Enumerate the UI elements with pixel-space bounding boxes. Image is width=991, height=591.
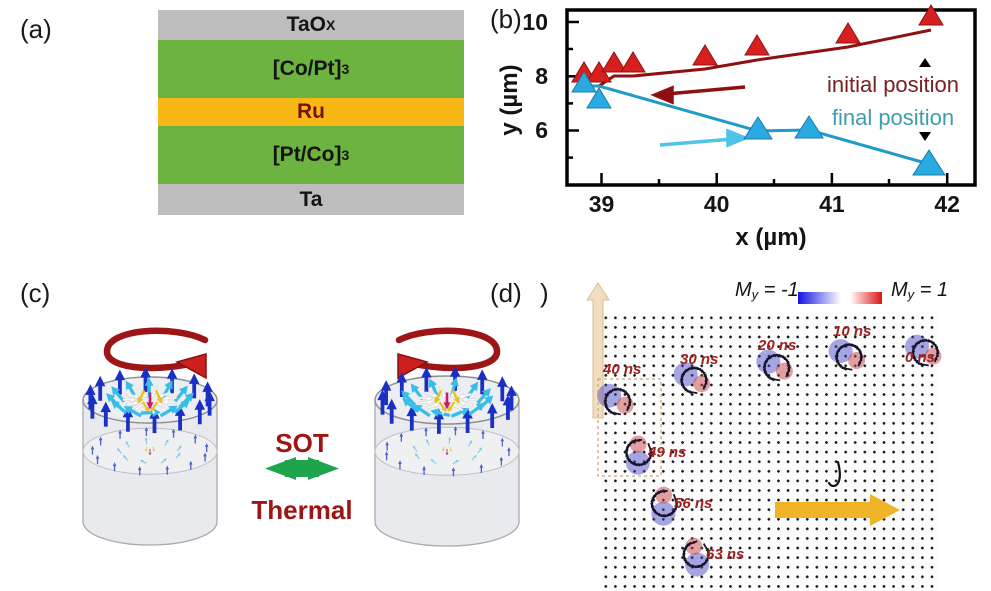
svg-text:My = 1: My = 1 [891,279,948,302]
svg-text:30 ns: 30 ns [680,351,718,368]
svg-text:10 ns: 10 ns [833,323,871,340]
svg-text:56 ns: 56 ns [674,495,712,512]
svg-text:63 ns: 63 ns [706,546,744,563]
svg-text:40 ns: 40 ns [602,361,641,378]
svg-text:20 ns: 20 ns [757,337,796,354]
svg-text:0 ns: 0 ns [905,349,935,366]
svg-text:My = -1: My = -1 [735,279,799,302]
svg-text:49 ns: 49 ns [647,444,686,461]
